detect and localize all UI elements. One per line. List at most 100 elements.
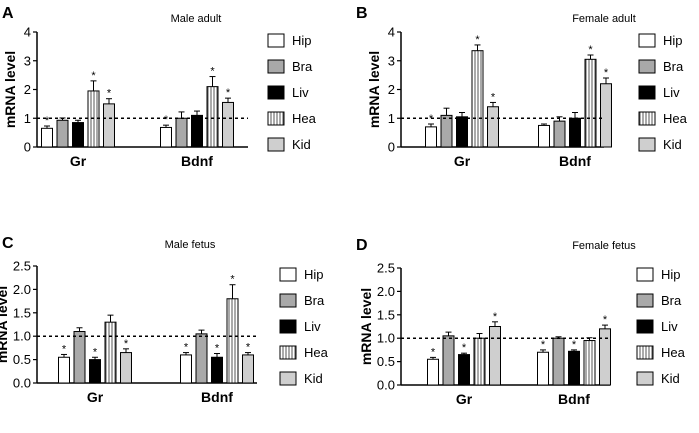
bar-B-bdnf-hip [538, 124, 550, 148]
legend-swatch-bra [267, 59, 285, 74]
legend-label-hip: Hip [661, 267, 681, 282]
legend-label-hip: Hip [663, 33, 683, 48]
bar-D-gr-liv [458, 354, 470, 386]
bar-C-gr-kid [120, 352, 132, 384]
bar-A-gr-kid [103, 103, 115, 148]
significance-star: * [493, 311, 498, 323]
legend-label-bra: Bra [661, 293, 682, 308]
bar-A-bdnf-kid [222, 101, 234, 148]
bar-D-bdnf-bra [552, 337, 565, 386]
bar-A-bdnf-bra [175, 117, 188, 148]
bar-C-bdnf-hip [180, 354, 192, 384]
y-tick-label: 1 [388, 111, 395, 126]
y-tick-label: 0.5 [377, 354, 395, 369]
significance-star: * [541, 339, 546, 351]
category-label-gr: Gr [454, 153, 471, 169]
panel-A-title: Male adult [171, 13, 222, 25]
legend-label-kid: Kid [304, 371, 323, 386]
panel-D-ylabel: mRNA level [358, 288, 374, 365]
bar-C-gr-hip [58, 356, 70, 384]
significance-star: * [604, 67, 609, 79]
y-tick-label: 1.5 [377, 307, 395, 322]
significance-star: * [45, 115, 50, 127]
bar-B-gr-kid [487, 106, 499, 148]
panel-D-title: Female fetus [572, 240, 636, 252]
bar-C-bdnf-hea [226, 298, 239, 384]
bar-D-bdnf-hip [537, 351, 549, 386]
bar-C-gr-hea [104, 321, 117, 384]
significance-star: * [572, 339, 577, 351]
significance-star: * [491, 91, 496, 103]
y-tick-label: 1.0 [377, 331, 395, 346]
y-tick-label: 1.5 [13, 305, 31, 320]
bar-B-bdnf-liv [569, 117, 581, 148]
bar-A-gr-hip [41, 127, 53, 148]
bar-C-gr-bra [73, 331, 86, 384]
legend-swatch-hea [636, 345, 654, 360]
bar-C-bdnf-liv [211, 356, 223, 384]
legend-label-kid: Kid [292, 137, 311, 152]
y-tick-label: 0.0 [377, 378, 395, 393]
bar-A-gr-liv [72, 122, 84, 148]
bar-D-gr-hip [427, 358, 439, 386]
legend-label-liv: Liv [663, 85, 680, 100]
legend-swatch-bra [279, 293, 297, 308]
y-tick-label: 1 [24, 111, 31, 126]
legend-swatch-kid [267, 137, 285, 152]
significance-star: * [475, 34, 480, 46]
significance-star: * [226, 87, 231, 99]
significance-star: * [91, 70, 96, 82]
significance-star: * [62, 343, 67, 355]
bar-A-bdnf-hea [206, 86, 219, 148]
bar-D-gr-kid [489, 326, 501, 386]
legend-swatch-hip [267, 33, 285, 48]
y-tick-label: 0.5 [13, 352, 31, 367]
legend-label-liv: Liv [292, 85, 309, 100]
bar-B-bdnf-kid [600, 83, 612, 148]
bar-C-gr-liv [89, 359, 101, 384]
legend-label-liv: Liv [304, 319, 321, 334]
y-tick-label: 2.5 [377, 261, 395, 276]
panel-A-letter: A [2, 5, 14, 22]
legend-swatch-liv [638, 85, 656, 100]
y-tick-label: 3 [388, 53, 395, 68]
panel-A-ylabel: mRNA level [2, 51, 18, 128]
legend-label-hip: Hip [304, 267, 324, 282]
bar-B-gr-hea [471, 50, 484, 148]
significance-star: * [164, 114, 169, 126]
bar-B-bdnf-hea [584, 58, 597, 148]
legend-label-kid: Kid [663, 137, 682, 152]
y-tick-label: 0 [24, 140, 31, 155]
category-label-bdnf: Bdnf [201, 389, 233, 405]
panel-A: A Male adult 0 1 2 3 4 mRNA level * * * Gr * * * Bdnf Hi… [2, 5, 317, 169]
category-label-bdnf: Bdnf [558, 391, 590, 407]
category-label-gr: Gr [456, 391, 473, 407]
legend-swatch-bra [636, 293, 654, 308]
panel-C: C Male fetus 0.0 0.5 1.0 1.5 2.0 2.5 mRNA level *… [0, 235, 329, 405]
y-tick-label: 2 [388, 82, 395, 97]
bar-D-bdnf-hea [583, 340, 596, 386]
bar-D-gr-bra [442, 335, 455, 386]
significance-star: * [124, 338, 129, 350]
bar-B-bdnf-bra [553, 120, 566, 148]
legend-swatch-liv [267, 85, 285, 100]
bar-B-gr-liv [456, 116, 468, 148]
significance-star: * [246, 342, 251, 354]
panel-B-letter: B [356, 5, 368, 22]
legend-label-bra: Bra [292, 59, 313, 74]
legend-label-hea: Hea [663, 111, 688, 126]
category-label-gr: Gr [87, 389, 104, 405]
legend-label-hip: Hip [292, 33, 312, 48]
legend-swatch-kid [636, 371, 654, 386]
legend-swatch-hea [267, 111, 285, 126]
y-tick-label: 2 [24, 82, 31, 97]
category-label-bdnf: Bdnf [181, 153, 213, 169]
panel-D-letter: D [356, 237, 368, 254]
panel-B-ylabel: mRNA level [366, 51, 382, 128]
panel-C-title: Male fetus [165, 239, 216, 251]
y-tick-label: 2.5 [13, 259, 31, 274]
legend-swatch-liv [636, 319, 654, 334]
legend-swatch-kid [279, 371, 297, 386]
significance-star: * [431, 346, 436, 358]
